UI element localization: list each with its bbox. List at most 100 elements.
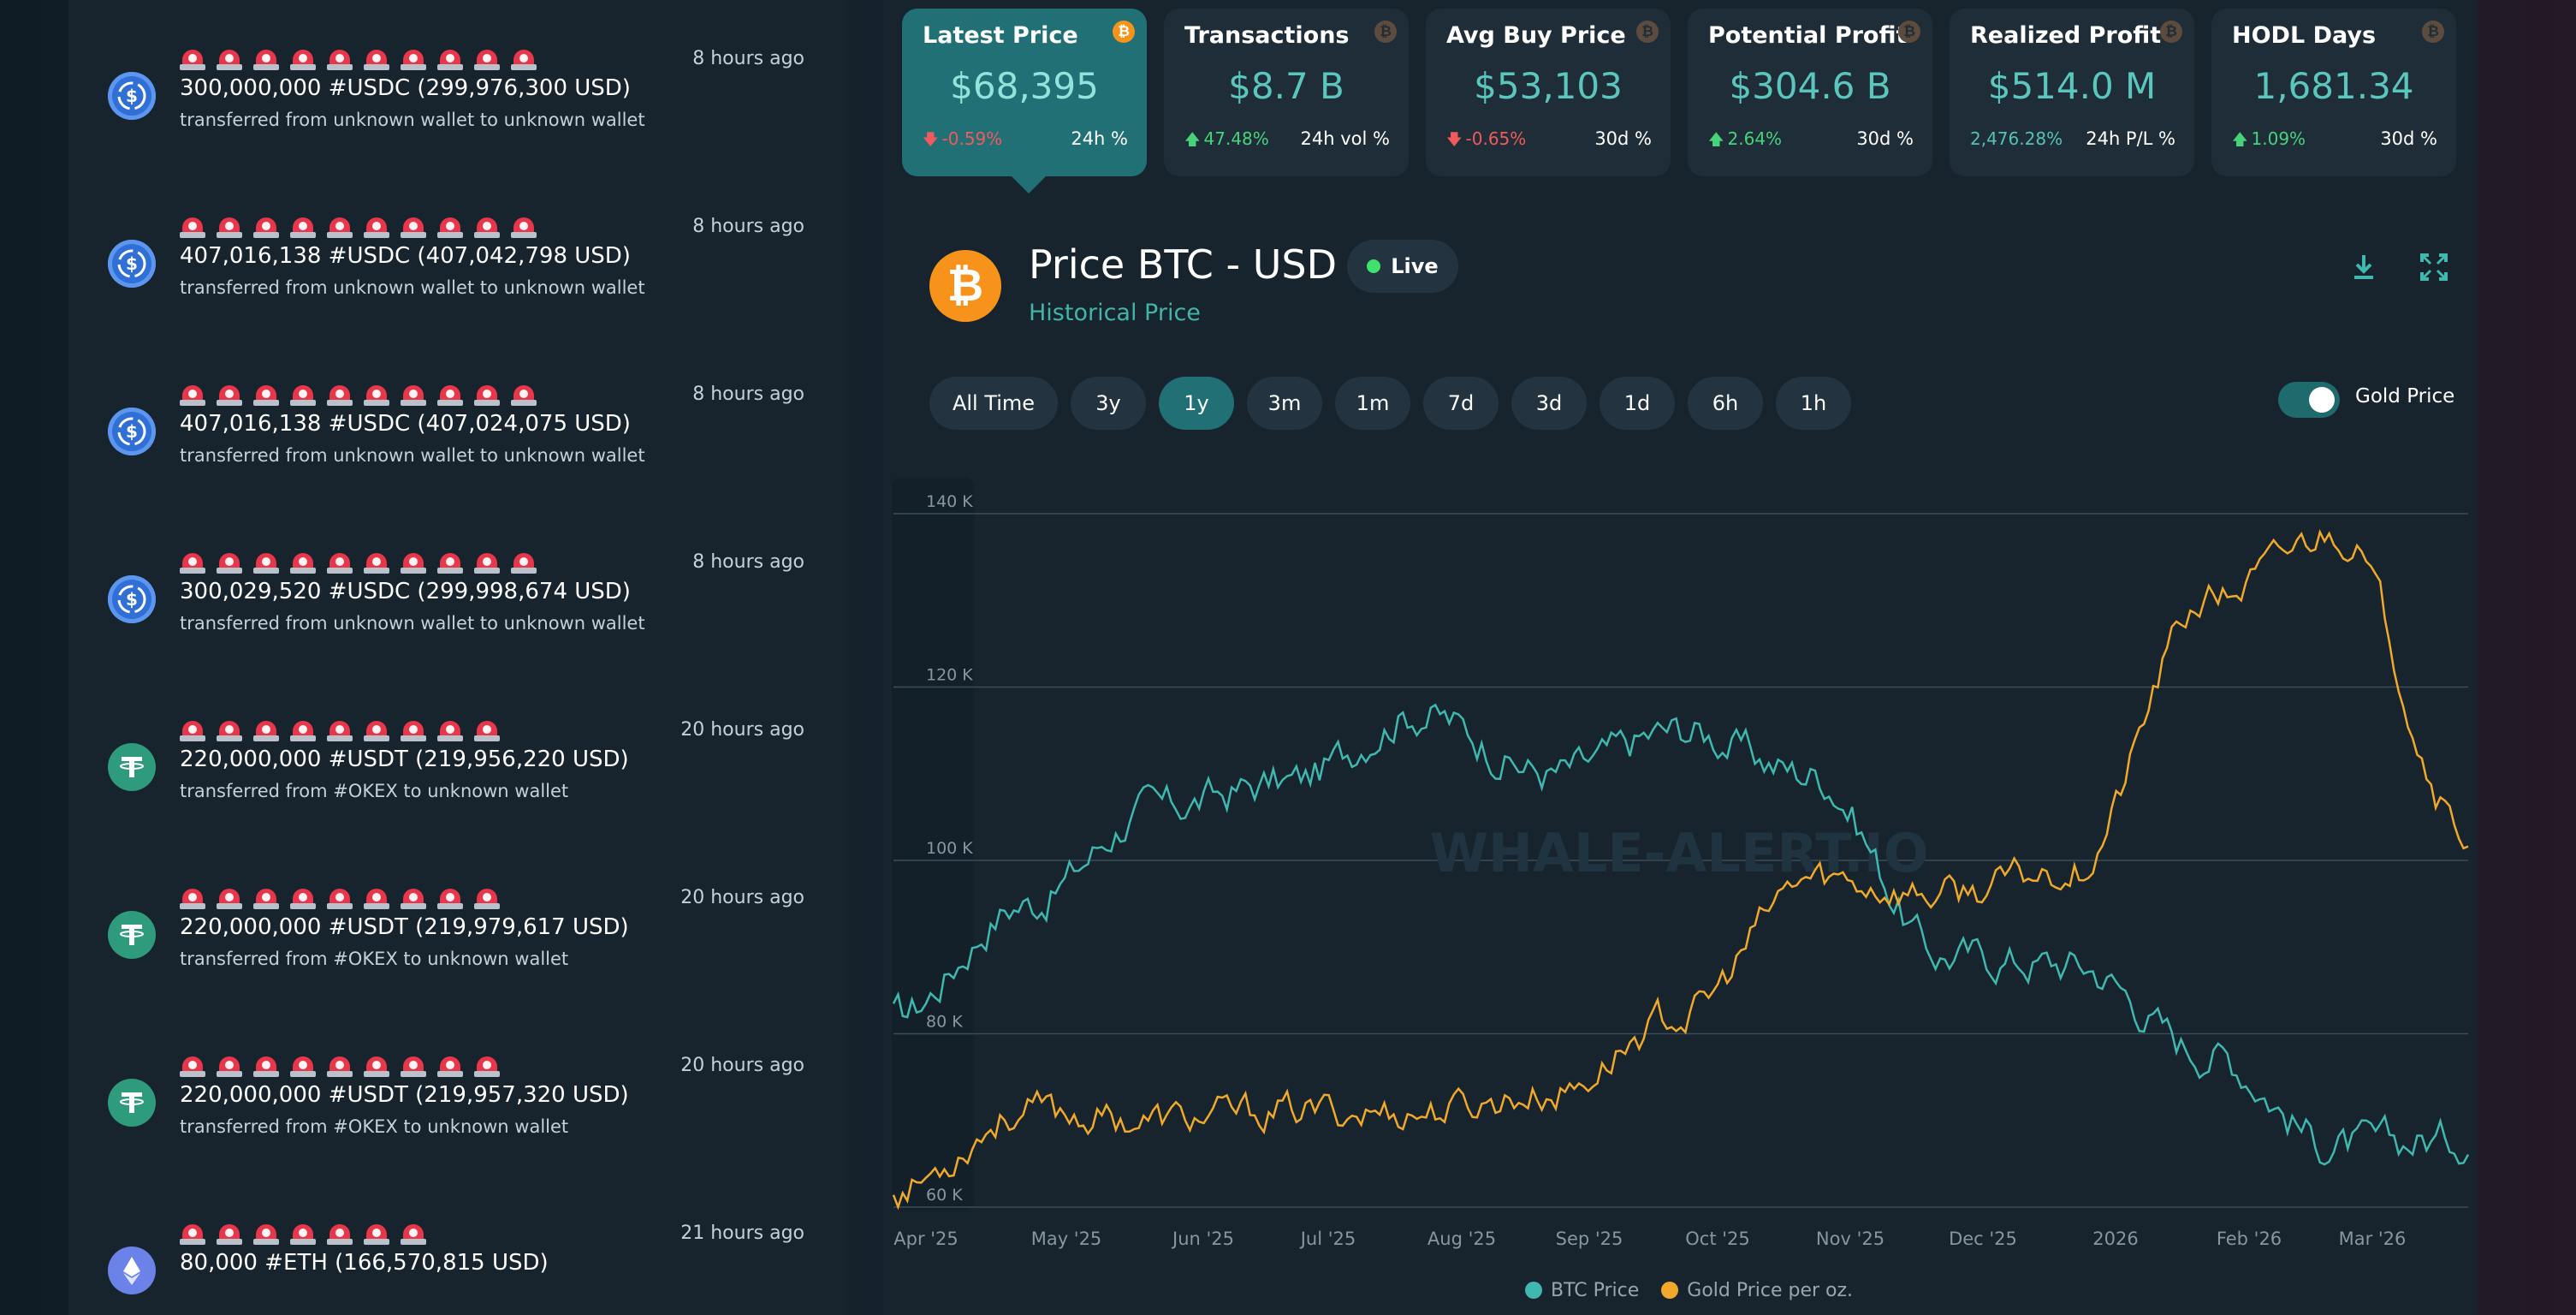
stat-card-avg-buy-price[interactable]: Avg Buy Price ₿ $53,103 🡇 -0.65% 30d % xyxy=(1426,9,1671,176)
alert-amount[interactable]: 220,000,000 #USDT (219,956,220 USD) xyxy=(180,747,629,772)
y-tick-label: 60 K xyxy=(926,1186,963,1205)
siren-icon xyxy=(401,1053,426,1077)
siren-icon xyxy=(180,46,205,70)
alert-timestamp: 8 hours ago xyxy=(692,551,804,573)
alert-description: transferred from unknown wallet to unkno… xyxy=(180,110,645,130)
legend-item-btc[interactable]: BTC Price xyxy=(1525,1280,1639,1301)
siren-icon xyxy=(290,550,316,574)
y-tick-label: 140 K xyxy=(926,492,973,511)
bitcoin-logo-icon: ₿ xyxy=(929,250,1001,322)
siren-icon xyxy=(437,214,463,238)
alert-item[interactable]: $407,016,138 #USDC (407,042,798 USD) tran… xyxy=(68,202,846,370)
siren-icon xyxy=(290,1221,316,1245)
range-button-1d[interactable]: 1d xyxy=(1600,377,1675,430)
siren-icon xyxy=(364,382,389,406)
siren-icon xyxy=(180,382,205,406)
whale-alert-feed: $300,000,000 #USDC (299,976,300 USD) tran… xyxy=(68,0,846,1315)
stat-card-value: $53,103 xyxy=(1474,65,1623,107)
arrow-up-icon: 🡅 xyxy=(1708,131,1724,149)
alert-amount[interactable]: 407,016,138 #USDC (407,042,798 USD) xyxy=(180,243,631,269)
stat-card-potential-profit[interactable]: Potential Profit ₿ $304.6 B 🡅 2.64% 30d % xyxy=(1688,9,1932,176)
siren-icon xyxy=(327,46,353,70)
alert-item[interactable]: 220,000,000 #USDT (219,956,220 USD) trans… xyxy=(68,705,846,873)
x-tick-label: Feb '26 xyxy=(2217,1229,2282,1249)
alert-amount[interactable]: 220,000,000 #USDT (219,957,320 USD) xyxy=(180,1082,629,1108)
siren-icon xyxy=(364,1053,389,1077)
range-button-7d[interactable]: 7d xyxy=(1423,377,1499,430)
usdt-coin-icon xyxy=(108,743,156,791)
stat-card-latest-price[interactable]: Latest Price ₿ $68,395 🡇 -0.59% 24h % xyxy=(902,9,1147,193)
stat-card-hodl-days[interactable]: HODL Days ₿ 1,681.34 🡅 1.09% 30d % xyxy=(2211,9,2456,176)
arrow-up-icon: 🡅 xyxy=(1184,131,1201,149)
svg-text:$: $ xyxy=(126,589,138,610)
range-button-all-time[interactable]: All Time xyxy=(929,377,1058,430)
range-button-3y[interactable]: 3y xyxy=(1071,377,1146,430)
stat-card-realized-profit[interactable]: Realized Profit ₿ $514.0 M 2,476.28% 24h P/L… xyxy=(1950,9,2194,176)
stat-card-title: Potential Profit xyxy=(1708,22,1908,49)
siren-icon xyxy=(253,717,279,741)
stat-card-value: $514.0 M xyxy=(1987,65,2157,107)
download-icon[interactable] xyxy=(2347,250,2381,284)
chart-title: Price BTC - USD xyxy=(1029,241,1338,288)
range-button-6h[interactable]: 6h xyxy=(1688,377,1763,430)
stat-card-change: 🡇 -0.59% xyxy=(923,128,1002,155)
alert-item[interactable]: $407,016,138 #USDC (407,024,075 USD) tran… xyxy=(68,370,846,538)
usdc-coin-icon: $ xyxy=(108,72,156,120)
stat-card-title: Realized Profit xyxy=(1970,22,2162,49)
range-button-1m[interactable]: 1m xyxy=(1335,377,1410,430)
bitcoin-badge-icon: ₿ xyxy=(2160,21,2182,43)
siren-icon xyxy=(401,717,426,741)
stat-card-period: 24h % xyxy=(1071,128,1128,149)
range-button-3m[interactable]: 3m xyxy=(1247,377,1322,430)
siren-icon xyxy=(253,382,279,406)
alert-item[interactable]: $300,000,000 #USDC (299,976,300 USD) tran… xyxy=(68,34,846,202)
siren-icon xyxy=(364,46,389,70)
stat-card-transactions[interactable]: Transactions ₿ $8.7 B 🡅 47.48% 24h vol % xyxy=(1164,9,1409,176)
x-tick-label: Sep '25 xyxy=(1556,1229,1623,1249)
alert-description: transferred from unknown wallet to unkno… xyxy=(180,445,645,466)
siren-row xyxy=(180,214,537,240)
stat-card-title: Avg Buy Price xyxy=(1446,22,1626,49)
siren-icon xyxy=(217,885,242,909)
gold-price-toggle-label: Gold Price xyxy=(2355,385,2455,408)
range-button-1h[interactable]: 1h xyxy=(1776,377,1851,430)
alert-timestamp: 8 hours ago xyxy=(692,384,804,405)
siren-icon xyxy=(437,550,463,574)
svg-text:$: $ xyxy=(126,253,138,274)
range-button-3d[interactable]: 3d xyxy=(1511,377,1587,430)
stat-card-change-value: 2.64% xyxy=(1727,128,1783,149)
legend-item-gold[interactable]: Gold Price per oz. xyxy=(1661,1280,1853,1301)
alert-amount[interactable]: 300,029,520 #USDC (299,998,674 USD) xyxy=(180,579,631,604)
siren-icon xyxy=(437,382,463,406)
stat-card-change-value: 1.09% xyxy=(2251,128,2306,149)
alert-item[interactable]: 80,000 #ETH (166,570,815 USD) 21 hours ag… xyxy=(68,1209,846,1315)
siren-icon xyxy=(217,1053,242,1077)
siren-icon xyxy=(364,550,389,574)
alert-amount[interactable]: 407,016,138 #USDC (407,024,075 USD) xyxy=(180,411,631,437)
stat-card-period: 24h P/L % xyxy=(2086,128,2175,149)
siren-icon xyxy=(511,214,537,238)
alert-item[interactable]: $300,029,520 #USDC (299,998,674 USD) tran… xyxy=(68,538,846,705)
alert-amount[interactable]: 300,000,000 #USDC (299,976,300 USD) xyxy=(180,75,631,101)
siren-icon xyxy=(401,382,426,406)
fullscreen-icon[interactable] xyxy=(2417,250,2451,284)
alert-amount[interactable]: 80,000 #ETH (166,570,815 USD) xyxy=(180,1250,549,1276)
stat-card-value: $8.7 B xyxy=(1228,65,1344,107)
siren-icon xyxy=(217,1221,242,1245)
siren-icon xyxy=(364,717,389,741)
siren-icon xyxy=(253,550,279,574)
range-button-1y[interactable]: 1y xyxy=(1159,377,1234,430)
gold-price-toggle[interactable] xyxy=(2278,382,2340,418)
alert-amount[interactable]: 220,000,000 #USDT (219,979,617 USD) xyxy=(180,914,629,940)
y-tick-label: 120 K xyxy=(926,666,973,685)
siren-row xyxy=(180,550,537,575)
legend-swatch-btc xyxy=(1525,1282,1542,1299)
siren-icon xyxy=(474,885,500,909)
alert-item[interactable]: 220,000,000 #USDT (219,957,320 USD) trans… xyxy=(68,1041,846,1209)
siren-icon xyxy=(474,550,500,574)
siren-row xyxy=(180,1221,426,1247)
alert-item[interactable]: 220,000,000 #USDT (219,979,617 USD) trans… xyxy=(68,873,846,1041)
siren-icon xyxy=(290,885,316,909)
price-chart-svg: 140 K 120 K 100 K 80 K 60 K WHALE-ALERT.IO Apr… xyxy=(892,478,2470,1249)
siren-icon xyxy=(364,214,389,238)
